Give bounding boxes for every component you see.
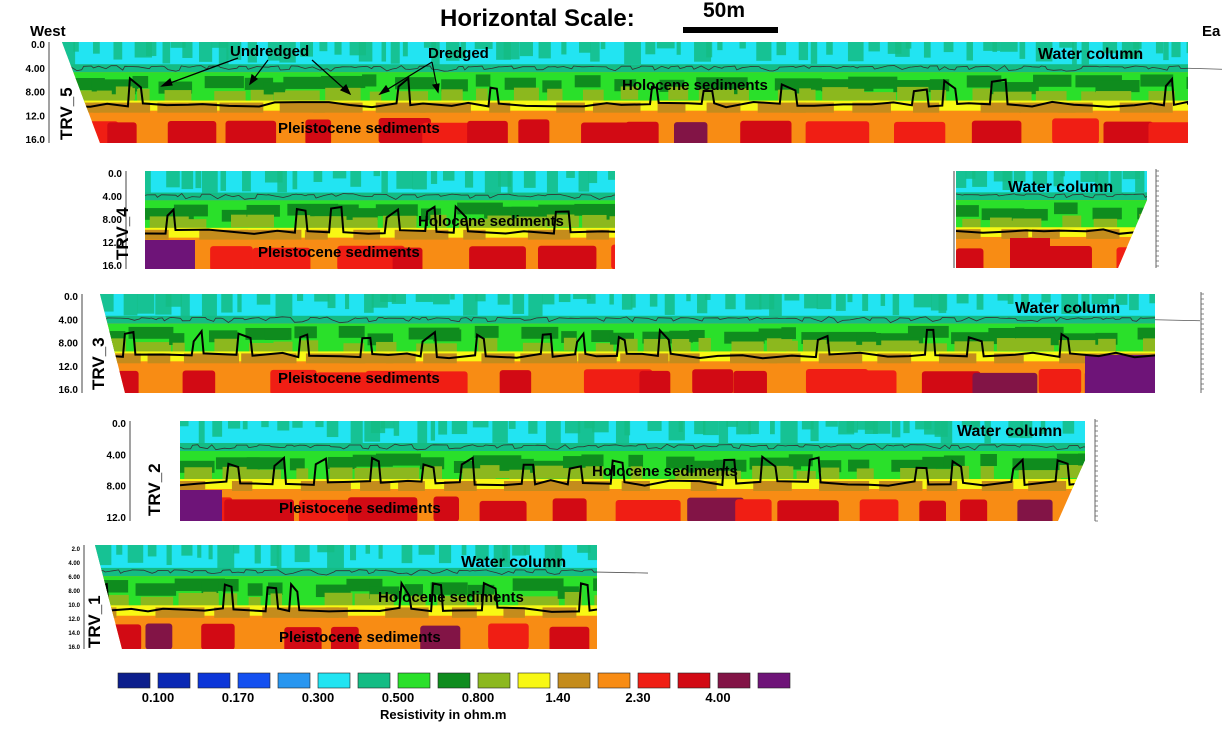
scale-bar xyxy=(683,27,778,33)
trv2-holocene-label: Holocene sediments xyxy=(592,463,738,480)
legend-value-label: 4.00 xyxy=(705,690,730,705)
depth-tick-label: 12.0 xyxy=(107,513,127,524)
trv5-pleistocene-label: Pleistocene sediments xyxy=(278,120,440,137)
region-labels: Undredged Dredged Water column Holocene … xyxy=(230,43,1143,646)
depth-tick-label: 12.0 xyxy=(68,617,80,623)
legend-value-label: 0.800 xyxy=(462,690,495,705)
legend-swatch xyxy=(757,672,791,689)
undredged-label: Undredged xyxy=(230,43,309,60)
scale-title: Horizontal Scale: xyxy=(440,5,635,32)
trv1-section: 2.0 4.00 6.00 8.00 10.0 12.0 14.0 16.0 TRV_1 xyxy=(68,545,649,651)
legend-swatch xyxy=(717,672,751,689)
sediment-boundary-line xyxy=(956,228,1147,235)
resistivity-legend: 0.100 0.170 0.300 0.500 0.800 1.40 2.30 4.00 xyxy=(117,672,791,705)
sediment-boundary-line xyxy=(62,76,1188,109)
trv3-water-label: Water column xyxy=(1015,300,1120,317)
legend-value-label: 0.170 xyxy=(222,690,255,705)
profile-id-label: TRV_2 xyxy=(145,463,164,516)
legend-value-label: 0.300 xyxy=(302,690,335,705)
depth-tick-label: 2.0 xyxy=(72,547,81,553)
profile-id-label: TRV_3 xyxy=(89,337,108,390)
legend-swatch xyxy=(637,672,671,689)
depth-tick-label: 4.00 xyxy=(26,64,46,75)
legend-value-label: 1.40 xyxy=(545,690,570,705)
legend-swatch xyxy=(357,672,391,689)
depth-tick-label: 8.00 xyxy=(59,339,79,350)
dredged-label: Dredged xyxy=(428,45,489,62)
depth-tick-label: 0.0 xyxy=(112,419,126,430)
annotation-arrows xyxy=(160,57,440,96)
legend-value-label: 0.100 xyxy=(142,690,175,705)
depth-tick-label: 8.00 xyxy=(68,589,80,595)
trv2-section: 0.0 4.00 8.00 12.0 TRV_2 xyxy=(107,419,1098,524)
depth-tick-label: 0.0 xyxy=(64,292,78,303)
legend-swatch xyxy=(157,672,191,689)
depth-tick-label: 16.0 xyxy=(26,135,46,146)
legend-swatch xyxy=(437,672,471,689)
profile-id-label: TRV_4 xyxy=(113,207,132,260)
depth-tick-label: 4.00 xyxy=(107,450,127,461)
trv5-holocene-label: Holocene sediments xyxy=(622,77,768,94)
legend-swatch xyxy=(517,672,551,689)
trv3-pleistocene-label: Pleistocene sediments xyxy=(278,370,440,387)
trv4-section-east xyxy=(953,169,1159,268)
trv4-water-label: Water column xyxy=(1008,179,1113,196)
depth-tick-label: 14.0 xyxy=(68,631,80,637)
profile-sections: 0.0 4.00 8.00 12.0 16.0 TRV_5 0.0 4.00 8.00 12.0 1… xyxy=(26,40,1223,651)
legend-swatch xyxy=(237,672,271,689)
depth-tick-label: 12.0 xyxy=(26,111,46,122)
profile-id-label: TRV_5 xyxy=(57,87,76,140)
sediment-boundary-line xyxy=(95,580,597,613)
depth-tick-label: 10.0 xyxy=(68,603,80,609)
depth-tick-label: 16.0 xyxy=(103,261,123,272)
legend-swatch xyxy=(557,672,591,689)
legend-swatch xyxy=(397,672,431,689)
depth-tick-label: 16.0 xyxy=(68,645,80,651)
depth-tick-label: 4.00 xyxy=(59,315,79,326)
depth-tick-label: 16.0 xyxy=(59,385,79,396)
depth-tick-label: 0.0 xyxy=(31,40,45,51)
depth-tick-label: 8.00 xyxy=(107,482,127,493)
legend-swatch xyxy=(117,672,151,689)
depth-tick-label: 6.00 xyxy=(68,575,80,581)
sediment-boundary-line xyxy=(145,204,615,235)
legend-swatch xyxy=(317,672,351,689)
legend-swatch xyxy=(197,672,231,689)
depth-tick-label: 8.00 xyxy=(103,215,123,226)
east-label: Ea xyxy=(1202,23,1221,40)
legend-swatch xyxy=(677,672,711,689)
legend-swatch xyxy=(277,672,311,689)
trv5-section: 0.0 4.00 8.00 12.0 16.0 TRV_5 xyxy=(26,40,1223,146)
depth-tick-label: 8.00 xyxy=(26,88,46,99)
depth-tick-label: 4.00 xyxy=(103,192,123,203)
depth-tick-label: 12.0 xyxy=(103,238,123,249)
scale-value: 50m xyxy=(703,0,745,22)
trv4-holocene-label: Holocene sediments xyxy=(418,213,564,230)
sediment-boundary-line xyxy=(100,327,1155,360)
trv2-pleistocene-label: Pleistocene sediments xyxy=(279,500,441,517)
legend-swatch xyxy=(477,672,511,689)
trv1-holocene-label: Holocene sediments xyxy=(378,589,524,606)
trv3-section: 0.0 4.00 8.00 12.0 16.0 TRV_3 xyxy=(59,292,1204,396)
depth-tick-label: 12.0 xyxy=(59,362,79,373)
legend-value-label: 0.500 xyxy=(382,690,415,705)
depth-tick-label: 0.0 xyxy=(108,169,122,180)
legend-title: Resistivity in ohm.m xyxy=(380,707,506,722)
trv5-water-label: Water column xyxy=(1038,46,1143,63)
west-label: West xyxy=(30,23,66,40)
legend-value-label: 2.30 xyxy=(625,690,650,705)
sediment-boundary-line xyxy=(180,454,1085,487)
depth-tick-label: 4.00 xyxy=(68,561,80,567)
legend-swatch xyxy=(597,672,631,689)
trv1-water-label: Water column xyxy=(461,554,566,571)
profile-id-label: TRV_1 xyxy=(85,595,104,648)
trv2-water-label: Water column xyxy=(957,423,1062,440)
trv4-pleistocene-label: Pleistocene sediments xyxy=(258,244,420,261)
trv1-pleistocene-label: Pleistocene sediments xyxy=(279,629,441,646)
